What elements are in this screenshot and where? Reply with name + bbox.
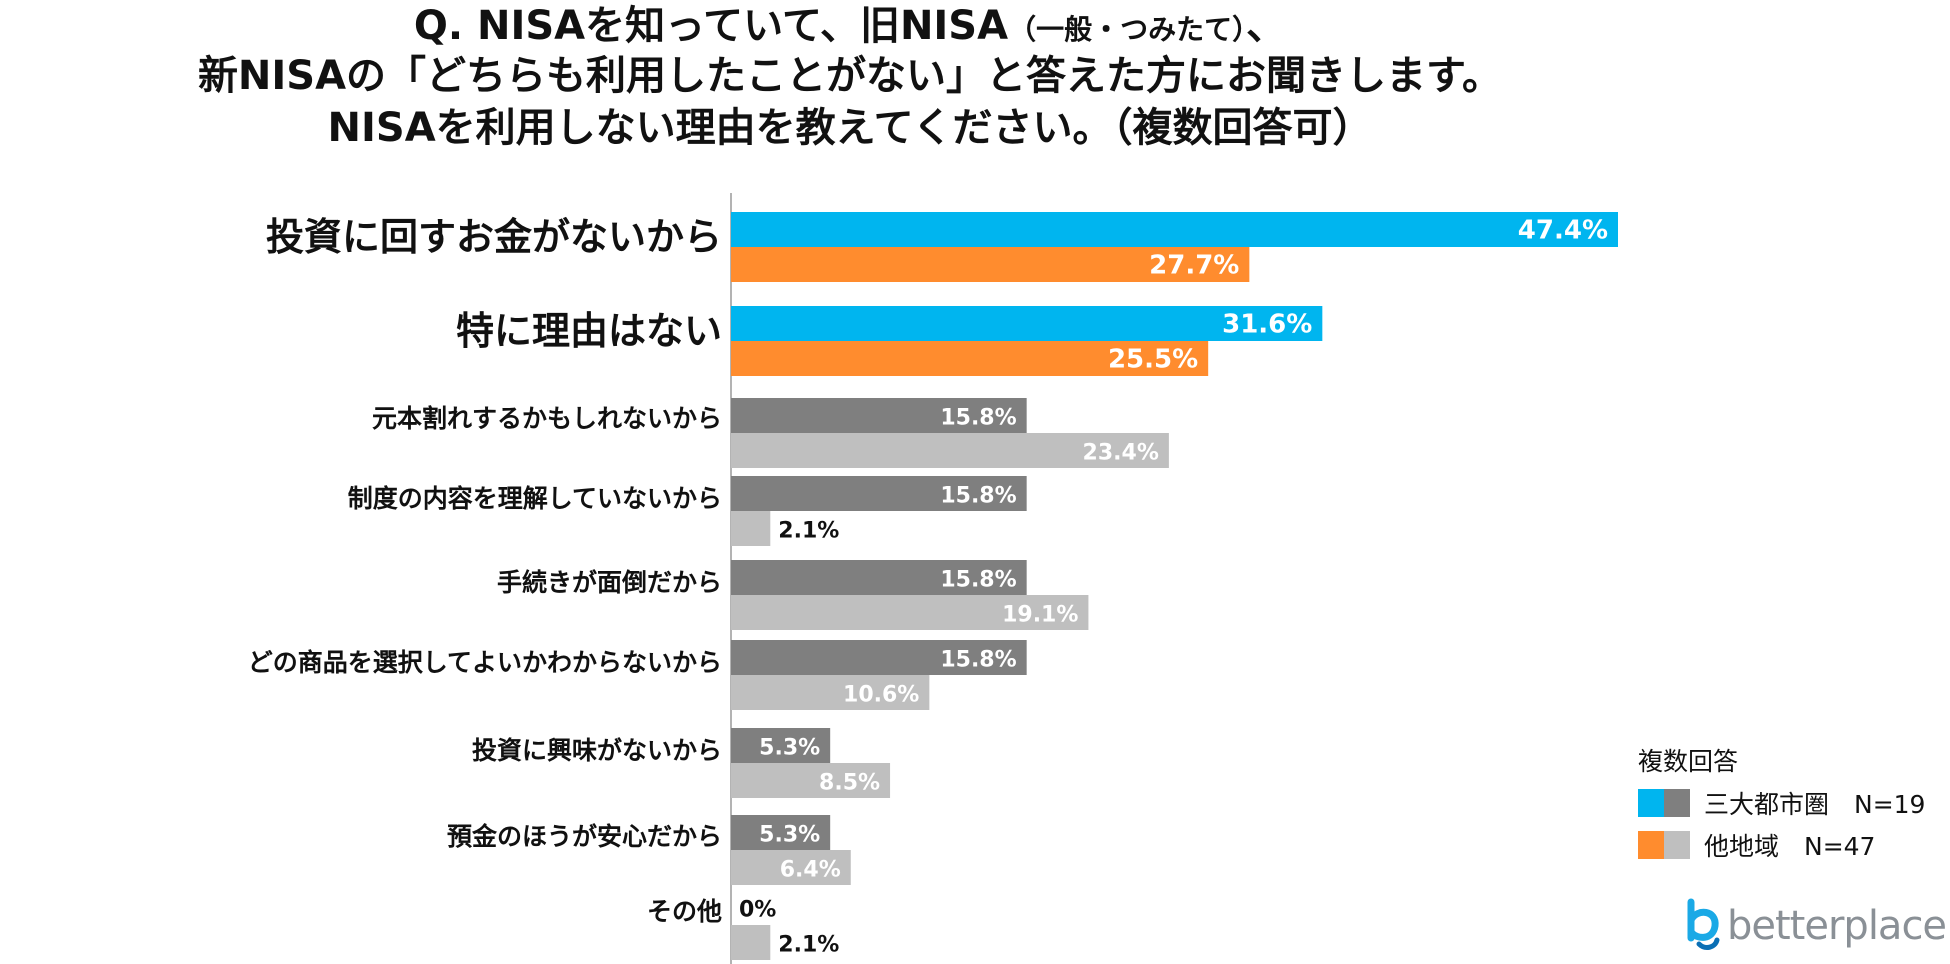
bar-other <box>731 925 771 960</box>
value-label: 23.4% <box>1083 441 1159 466</box>
value-label: 5.3% <box>759 736 820 761</box>
bar-other <box>731 675 930 710</box>
bar-metro <box>731 212 1618 247</box>
title-line-1-small: （一般・つみたて） <box>1008 13 1247 46</box>
value-label: 8.5% <box>819 771 880 796</box>
bar-metro <box>731 306 1323 341</box>
legend-label-other: 他地域 N=47 <box>1704 832 1876 861</box>
betterplace-logo: betterplace <box>1683 898 1947 954</box>
legend-swatch-other-normal <box>1664 831 1690 859</box>
title-line-1-main: Q. NISAを知っていて、旧NISA <box>413 3 1009 49</box>
bar-other <box>731 850 851 885</box>
betterplace-logo-icon <box>1687 898 1720 950</box>
value-label: 19.1% <box>1002 603 1078 628</box>
value-label: 31.6% <box>1222 310 1312 340</box>
bar-metro <box>731 815 831 850</box>
value-label: 0% <box>739 898 776 923</box>
legend-label-metro: 三大都市圏 N=19 <box>1704 790 1926 819</box>
bar-other <box>731 763 891 798</box>
category-label: その他 <box>647 897 722 926</box>
chart-title-line-2: 新NISAの「どちらも利用したことがない」と答えた方にお聞きします。 <box>197 53 1503 99</box>
bar-metro <box>731 640 1027 675</box>
value-label: 47.4% <box>1518 216 1608 246</box>
value-label: 5.3% <box>759 823 820 848</box>
betterplace-logo-text: betterplace <box>1727 903 1947 949</box>
legend-swatch-metro-normal <box>1664 789 1690 817</box>
category-label: 元本割れするかもしれないから <box>372 404 722 433</box>
title-line-1-end: 、 <box>1246 3 1287 49</box>
bar-metro <box>731 728 831 763</box>
bar-other <box>731 247 1250 282</box>
chart-title-line-3: NISAを利用しない理由を教えてください。（複数回答可） <box>327 105 1373 151</box>
value-label: 15.8% <box>940 484 1016 509</box>
value-label: 25.5% <box>1108 345 1198 375</box>
value-label: 15.8% <box>940 648 1016 673</box>
category-label: 特に理由はない <box>456 309 722 353</box>
category-label: どの商品を選択してよいかわからないから <box>248 648 722 677</box>
legend-item-metro: 三大都市圏 N=19 <box>1638 788 1926 819</box>
category-label: 手続きが面倒だから <box>497 568 722 597</box>
value-label: 2.1% <box>778 519 839 544</box>
value-label: 2.1% <box>778 933 839 958</box>
category-label: 預金のほうが安心だから <box>447 822 722 851</box>
bar-other <box>731 595 1089 630</box>
legend-swatch-other-highlight <box>1638 831 1664 859</box>
legend-title: 複数回答 <box>1638 747 1739 776</box>
category-label: 制度の内容を理解していないから <box>348 484 722 513</box>
value-label: 15.8% <box>940 406 1016 431</box>
bar-metro <box>731 398 1027 433</box>
value-label: 10.6% <box>843 683 919 708</box>
bar-other <box>731 511 771 546</box>
legend-swatch-metro-highlight <box>1638 789 1664 817</box>
legend-item-other: 他地域 N=47 <box>1638 830 1876 861</box>
value-label: 6.4% <box>780 858 841 883</box>
value-label: 27.7% <box>1149 251 1239 281</box>
bar-metro <box>731 560 1027 595</box>
chart-title-line-1: Q. NISAを知っていて、旧NISA（一般・つみたて）、 <box>0 2 1700 54</box>
category-label: 投資に興味がないから <box>472 736 722 765</box>
bar-metro <box>731 476 1027 511</box>
category-label: 投資に回すお金がないから <box>266 215 722 259</box>
value-label: 15.8% <box>940 568 1016 593</box>
bar-other <box>731 433 1169 468</box>
bar-other <box>731 341 1209 376</box>
